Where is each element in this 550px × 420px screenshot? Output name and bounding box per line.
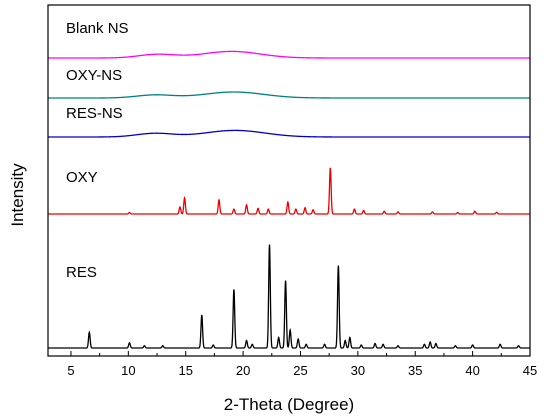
x-axis-ticks [70,351,531,356]
x-tick-label-40: 40 [465,363,479,378]
series-label-res: RES [66,264,97,281]
series-line-oxy [48,167,530,215]
x-tick-label-30: 30 [351,363,365,378]
y-axis-title: Intensity [8,163,27,227]
x-axis-tick-labels: 5 10 15 20 25 30 35 40 45 [67,363,537,378]
x-tick-label-35: 35 [408,363,422,378]
x-tick-label-20: 20 [236,363,250,378]
x-axis-title: 2-Theta (Degree) [224,395,354,414]
x-tick-label-5: 5 [67,363,74,378]
plot-frame [47,4,531,357]
series-labels: Blank NS OXY-NS RES-NS OXY RES [66,20,129,281]
x-tick-label-25: 25 [293,363,307,378]
x-tick-label-10: 10 [121,363,135,378]
series-label-oxy: OXY [66,169,98,186]
series-line-oxy-ns [48,91,530,99]
series-label-res-ns: RES-NS [66,105,123,122]
x-tick-label-15: 15 [178,363,192,378]
series-label-blank-ns: Blank NS [66,20,129,37]
series-traces [48,50,530,349]
series-line-res [48,244,530,349]
series-line-blank-ns [48,50,530,59]
x-tick-label-45: 45 [523,363,537,378]
series-label-oxy-ns: OXY-NS [66,67,122,84]
series-line-res-ns [48,129,530,138]
